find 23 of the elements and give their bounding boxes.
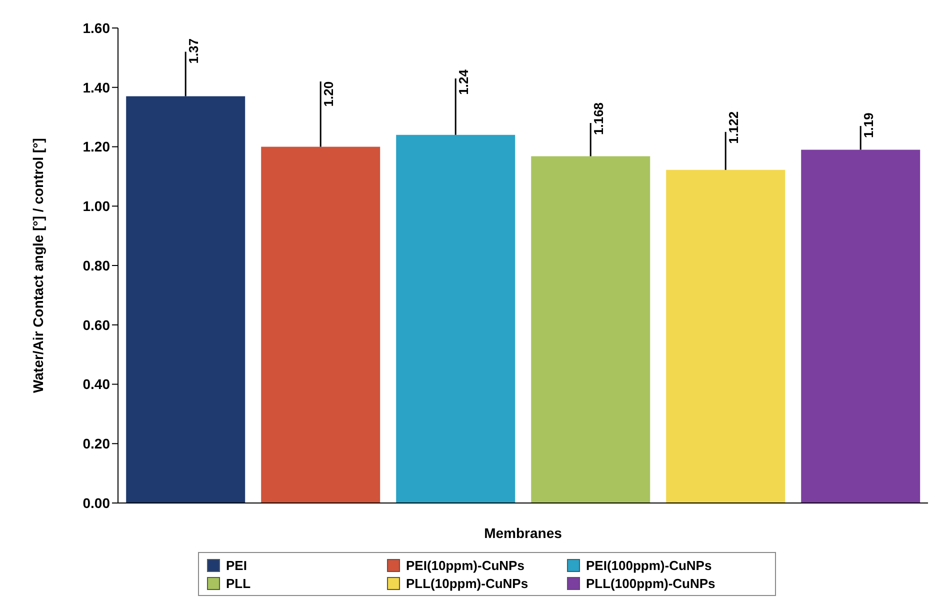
data-label: 1.19 bbox=[860, 112, 876, 138]
y-tick-label: 0.80 bbox=[82, 257, 110, 274]
legend-label: PEI(100ppm)-CuNPs bbox=[586, 558, 712, 572]
y-tick-label: 1.00 bbox=[82, 198, 110, 214]
legend-label: PLL(100ppm)-CuNPs bbox=[586, 576, 716, 590]
data-label: 1.168 bbox=[590, 102, 606, 135]
legend-label: PLL bbox=[226, 576, 251, 590]
legend-label: PLL(10ppm)-CuNPs bbox=[406, 576, 528, 590]
y-tick-label: 1.60 bbox=[82, 20, 110, 36]
y-axis-title: Water/Air Contact angle [°] / control [°] bbox=[30, 138, 46, 393]
data-label: 1.122 bbox=[726, 111, 741, 144]
y-tick-label: 0.60 bbox=[82, 316, 110, 333]
y-tick-label: 1.40 bbox=[82, 79, 110, 96]
y-tick-label: 0.40 bbox=[82, 376, 110, 392]
legend-label: PEI bbox=[226, 558, 247, 572]
data-label: 1.37 bbox=[186, 38, 201, 64]
x-axis-title: Membranes bbox=[484, 525, 562, 541]
data-label: 1.20 bbox=[320, 81, 336, 107]
y-tick-label: 1.20 bbox=[82, 138, 110, 155]
y-tick-label: 0.20 bbox=[82, 436, 110, 452]
data-label: 1.24 bbox=[456, 68, 471, 95]
y-tick-label: 0.00 bbox=[82, 494, 110, 511]
legend-label: PEI(10ppm)-CuNPs bbox=[406, 558, 524, 572]
